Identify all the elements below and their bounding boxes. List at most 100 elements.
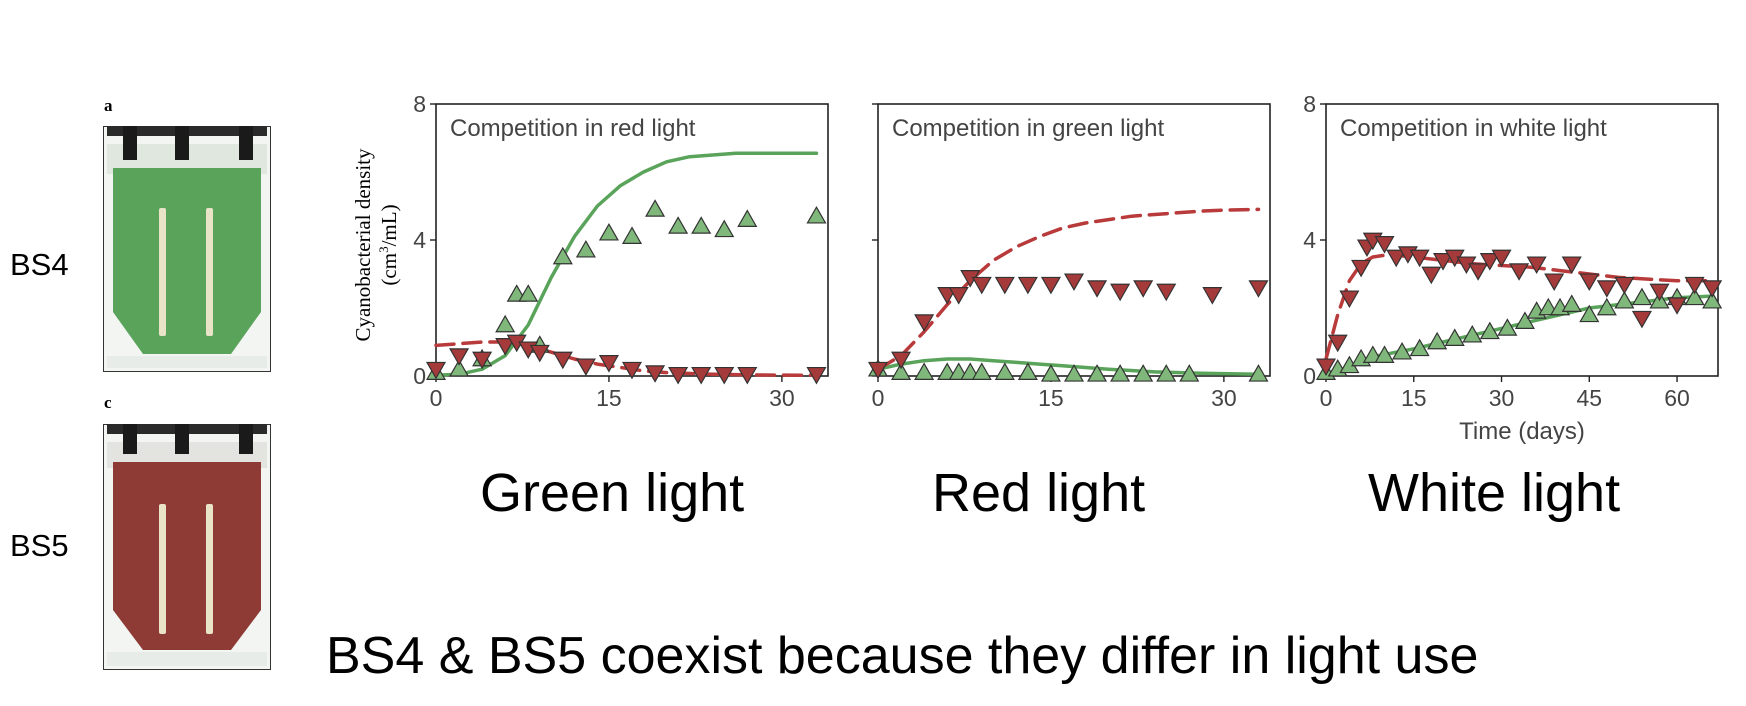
data-point-down <box>1386 249 1407 268</box>
data-point-down <box>1614 276 1635 295</box>
y-axis-label-line2: (cm3/mL) <box>376 204 401 285</box>
data-point-up <box>994 362 1015 380</box>
data-point-down <box>971 276 992 295</box>
data-point-up <box>1462 324 1483 343</box>
culture-liquid <box>113 168 261 354</box>
data-point-up <box>1561 294 1582 312</box>
caption-green-light: Green light <box>480 463 745 523</box>
data-point-down <box>1456 256 1477 275</box>
data-point-down <box>1374 236 1395 254</box>
data-point-down <box>1351 259 1372 278</box>
data-point-down <box>914 314 935 332</box>
data-point-down <box>1087 280 1108 298</box>
series-line-dashed <box>434 340 819 378</box>
culture-photo-bs4 <box>103 126 271 372</box>
data-point-up <box>495 314 516 333</box>
data-point-down <box>1409 249 1430 268</box>
panel-letter-a: a <box>104 96 113 115</box>
data-point-up <box>425 362 447 380</box>
x-tick-label: 30 <box>1211 385 1237 411</box>
y-axis-label: Cyanobacterial density (cm3/mL) <box>351 148 401 342</box>
data-point-up <box>506 284 527 302</box>
x-tick-label: 0 <box>430 385 443 411</box>
data-point-up <box>1649 290 1670 309</box>
x-tick-label: 15 <box>596 385 622 411</box>
data-point-down <box>495 338 516 356</box>
data-point-up <box>668 216 689 234</box>
strain-label-bs5: BS5 <box>10 528 69 563</box>
data-point-down <box>1526 256 1547 275</box>
y-axis-label-line1: Cyanobacterial density <box>351 148 375 342</box>
data-point-up <box>1087 364 1108 382</box>
x-tick-label: 30 <box>1489 385 1515 411</box>
strain-label-bs4: BS4 <box>10 247 69 282</box>
data-point-up <box>645 199 666 217</box>
data-point-down <box>1649 283 1670 302</box>
data-point-up <box>1596 297 1617 316</box>
data-point-down <box>1561 256 1582 275</box>
data-point-down <box>1468 263 1489 281</box>
x-tick-label: 15 <box>1401 385 1427 411</box>
data-point-up <box>867 358 889 377</box>
data-point-down <box>1667 297 1688 315</box>
data-point-down <box>1327 334 1348 353</box>
data-point-down <box>518 341 539 360</box>
data-point-up <box>575 239 596 258</box>
data-point-up <box>1017 362 1038 380</box>
data-point-up <box>1351 348 1372 367</box>
data-point-down <box>1579 273 1600 292</box>
data-point-down <box>1362 232 1383 251</box>
data-point-up <box>948 362 969 380</box>
data-point-down <box>1631 310 1652 329</box>
data-point-up <box>914 362 935 380</box>
data-point-down <box>645 365 666 383</box>
panel-letter-c: c <box>104 393 112 412</box>
series-line-solid <box>876 357 1261 377</box>
x-axis-label: Time (days) <box>1459 418 1585 445</box>
data-point-up <box>621 226 643 244</box>
y-axis-label-sup: 3 <box>376 246 391 253</box>
data-point-up <box>1514 311 1535 329</box>
data-point-up <box>598 222 619 241</box>
data-point-down <box>1479 253 1500 271</box>
chart-panel-white-light: Competition in white light 0 15 30 45 60 0 4 8 Ti… <box>1303 91 1723 445</box>
data-point-up <box>937 362 958 380</box>
data-point-down <box>1702 280 1723 298</box>
x-tick-label: 45 <box>1576 385 1602 411</box>
data-point-up <box>1392 341 1413 360</box>
data-point-down <box>891 351 912 370</box>
data-point-down <box>1110 283 1131 302</box>
data-point-down <box>806 366 827 385</box>
data-point-up <box>960 362 981 380</box>
caption-white-light: White light <box>1368 463 1621 523</box>
data-point-down <box>1421 266 1442 285</box>
data-point-up <box>1110 364 1131 382</box>
x-tick-label: 0 <box>1320 385 1333 411</box>
data-point-down <box>1491 249 1512 268</box>
data-point-down <box>506 334 527 353</box>
data-point-up <box>691 216 712 234</box>
caption-red-light: Red light <box>932 463 1146 523</box>
data-point-down <box>449 348 470 366</box>
y-tick-label: 8 <box>413 91 426 117</box>
data-point-down <box>1432 253 1454 271</box>
data-point-up <box>1702 290 1723 309</box>
y-tick-label: 4 <box>413 227 426 253</box>
data-point-down <box>1444 249 1465 268</box>
data-point-up <box>1444 328 1465 346</box>
data-point-up <box>1538 297 1559 316</box>
data-point-down <box>472 351 493 370</box>
x-tick-label: 0 <box>872 385 885 411</box>
data-point-up <box>971 362 992 380</box>
data-point-down <box>1596 280 1617 298</box>
data-point-down <box>714 366 735 385</box>
data-point-up <box>1040 364 1061 382</box>
chart-panel-green-light: Competition in green light 0 15 30 <box>867 103 1271 411</box>
data-point-up <box>449 358 470 377</box>
headline: BS4 & BS5 coexist because they differ in… <box>326 627 1479 685</box>
data-point-down <box>1315 358 1337 377</box>
data-point-down <box>994 276 1015 295</box>
data-point-up <box>1667 287 1688 306</box>
data-point-down <box>1397 246 1418 264</box>
data-point-down <box>425 361 447 380</box>
